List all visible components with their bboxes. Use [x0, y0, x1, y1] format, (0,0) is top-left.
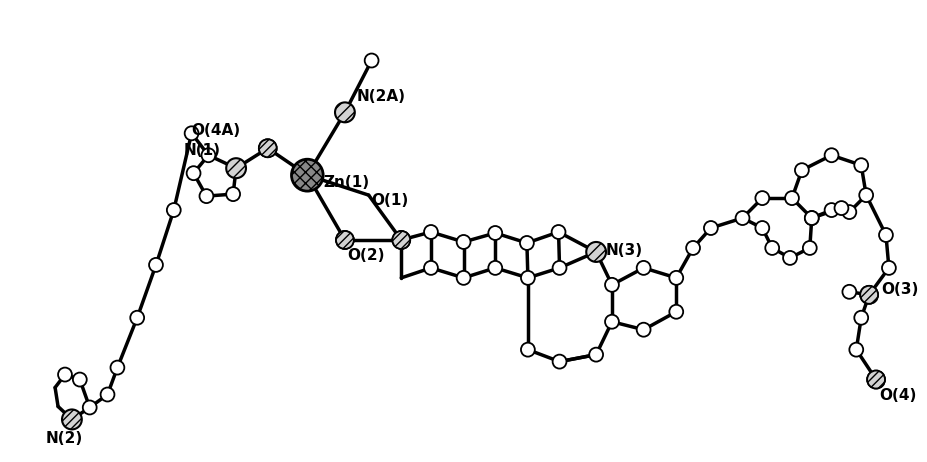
Circle shape	[364, 54, 378, 67]
Circle shape	[521, 343, 535, 357]
Circle shape	[637, 261, 651, 275]
Circle shape	[521, 271, 535, 285]
Circle shape	[457, 235, 471, 249]
Circle shape	[795, 163, 808, 177]
Text: N(2): N(2)	[45, 432, 83, 446]
Circle shape	[291, 159, 324, 191]
Circle shape	[83, 401, 96, 414]
Circle shape	[587, 243, 605, 261]
Circle shape	[62, 409, 82, 429]
Circle shape	[226, 158, 246, 178]
Text: O(2): O(2)	[347, 248, 385, 263]
Circle shape	[392, 231, 410, 249]
Circle shape	[825, 203, 839, 217]
Circle shape	[590, 347, 603, 362]
Circle shape	[335, 103, 355, 122]
Text: O(4): O(4)	[879, 388, 917, 402]
Text: N(3): N(3)	[606, 243, 643, 258]
Circle shape	[879, 228, 893, 242]
Circle shape	[843, 285, 857, 299]
Circle shape	[457, 271, 471, 285]
Circle shape	[756, 221, 769, 235]
Circle shape	[686, 241, 700, 255]
Text: N(2A): N(2A)	[357, 89, 406, 104]
Circle shape	[392, 231, 410, 249]
Circle shape	[552, 355, 566, 369]
Circle shape	[736, 211, 749, 225]
Circle shape	[785, 191, 799, 205]
Circle shape	[669, 271, 683, 285]
Circle shape	[849, 343, 863, 357]
Circle shape	[110, 361, 124, 375]
Circle shape	[637, 323, 651, 337]
Circle shape	[669, 305, 683, 319]
Circle shape	[552, 261, 566, 275]
Circle shape	[860, 286, 878, 304]
Circle shape	[605, 278, 619, 292]
Circle shape	[73, 372, 87, 387]
Text: O(1): O(1)	[372, 193, 409, 207]
Circle shape	[704, 221, 717, 235]
Circle shape	[424, 261, 438, 275]
Circle shape	[867, 371, 885, 389]
Circle shape	[855, 158, 869, 172]
Circle shape	[520, 236, 534, 250]
Circle shape	[199, 189, 213, 203]
Circle shape	[101, 388, 114, 401]
Circle shape	[489, 261, 502, 275]
Circle shape	[186, 166, 200, 180]
Circle shape	[825, 148, 839, 162]
Circle shape	[834, 201, 848, 215]
Circle shape	[149, 258, 163, 272]
Circle shape	[336, 231, 354, 249]
Circle shape	[259, 139, 276, 157]
Text: Zn(1): Zn(1)	[324, 175, 369, 189]
Circle shape	[805, 211, 819, 225]
Circle shape	[805, 211, 819, 225]
Circle shape	[552, 225, 565, 239]
Circle shape	[882, 261, 895, 275]
Circle shape	[167, 203, 181, 217]
Circle shape	[58, 368, 72, 382]
Circle shape	[862, 288, 876, 302]
Circle shape	[586, 242, 606, 262]
Circle shape	[131, 311, 144, 325]
Circle shape	[855, 311, 869, 325]
Circle shape	[860, 286, 878, 304]
Text: O(3): O(3)	[881, 282, 919, 298]
Text: O(4A): O(4A)	[191, 123, 240, 138]
Circle shape	[489, 226, 502, 240]
Text: N(1): N(1)	[184, 143, 221, 158]
Circle shape	[184, 126, 198, 140]
Circle shape	[766, 241, 779, 255]
Circle shape	[859, 188, 873, 202]
Circle shape	[756, 191, 769, 205]
Circle shape	[424, 225, 438, 239]
Circle shape	[803, 241, 817, 255]
Circle shape	[867, 371, 885, 389]
Circle shape	[843, 205, 857, 219]
Circle shape	[336, 231, 354, 249]
Circle shape	[783, 251, 797, 265]
Circle shape	[226, 187, 240, 201]
Circle shape	[605, 315, 619, 328]
Circle shape	[259, 139, 276, 157]
Circle shape	[201, 148, 215, 162]
